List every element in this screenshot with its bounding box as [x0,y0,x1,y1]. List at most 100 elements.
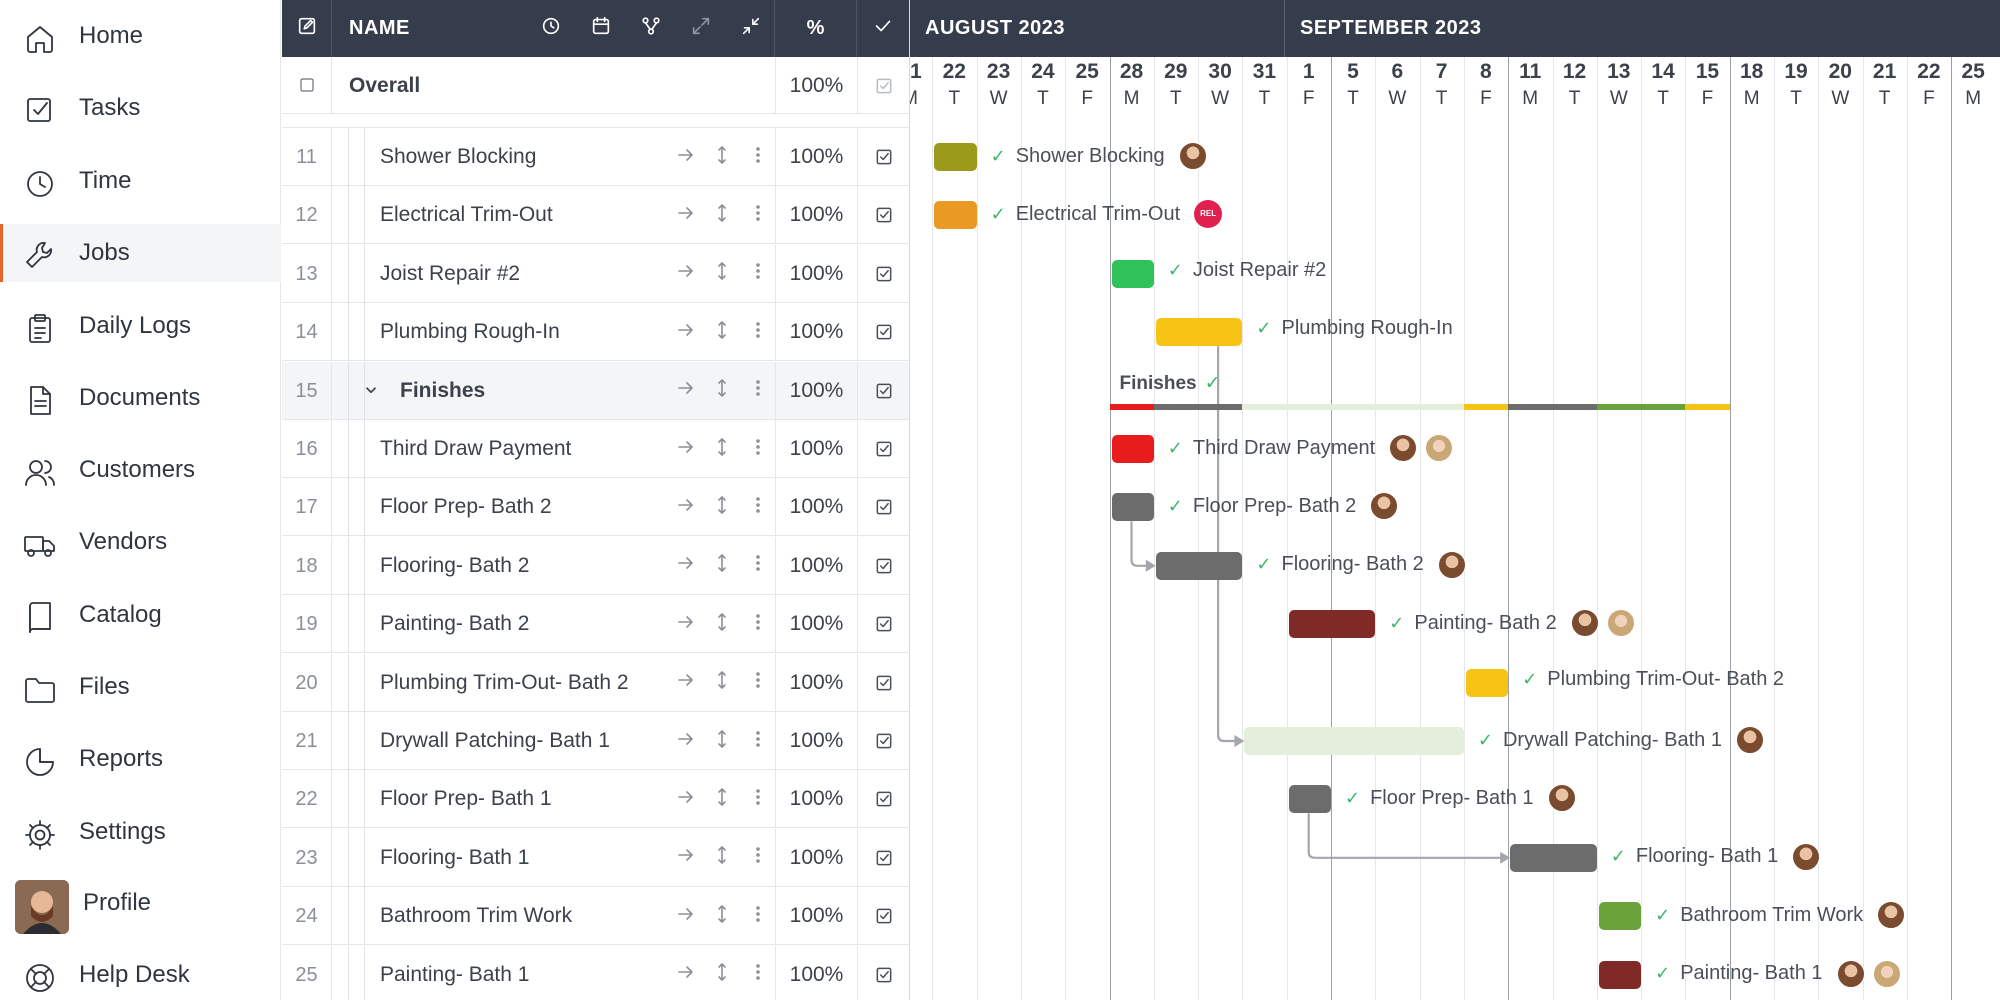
task-row[interactable]: 23 Flooring- Bath 1 100% [282,828,909,887]
drag-handle-icon[interactable] [710,376,734,405]
complete-checkbox[interactable] [857,770,909,829]
more-options-icon[interactable] [746,960,770,989]
edit-icon[interactable] [282,0,332,57]
arrow-right-icon[interactable] [674,493,698,522]
task-name[interactable]: Plumbing Trim-Out- Bath 2 [380,670,629,694]
task-row[interactable]: 16 Third Draw Payment 100% [282,420,909,478]
complete-checkbox[interactable] [857,653,909,712]
drag-handle-icon[interactable] [710,902,734,931]
gantt-bar[interactable] [1288,610,1376,639]
sidebar-item-tasks[interactable]: Tasks [0,79,281,137]
sidebar-item-jobs[interactable]: Jobs [0,224,281,282]
drag-handle-icon[interactable] [710,201,734,230]
complete-checkbox[interactable] [857,712,909,770]
gantt-bar[interactable] [1598,960,1642,989]
task-name[interactable]: Painting- Bath 2 [380,612,530,636]
chevron-down-icon[interactable] [362,381,380,404]
calendar-icon[interactable] [590,15,612,42]
more-options-icon[interactable] [746,843,770,872]
more-options-icon[interactable] [746,259,770,288]
complete-checkbox[interactable] [857,828,909,887]
gantt-bar[interactable] [1598,902,1642,931]
more-options-icon[interactable] [746,551,770,580]
gantt-bar[interactable] [934,143,977,171]
sidebar-item-home[interactable]: Home [0,7,281,65]
complete-checkbox[interactable] [857,536,909,595]
gantt-bar[interactable] [1155,551,1243,580]
sidebar-item-profile[interactable]: Profile [0,874,281,934]
drag-handle-icon[interactable] [710,143,734,172]
task-name[interactable]: Flooring- Bath 1 [380,845,530,869]
task-row[interactable]: 22 Floor Prep- Bath 1 100% [282,770,909,829]
sidebar-item-documents[interactable]: Documents [0,369,281,427]
arrow-right-icon[interactable] [674,668,698,697]
drag-handle-icon[interactable] [710,960,734,989]
gantt-bar[interactable] [1111,493,1154,522]
more-options-icon[interactable] [746,376,770,405]
expand-icon[interactable] [690,15,712,42]
task-name[interactable]: Joist Repair #2 [380,261,521,285]
more-options-icon[interactable] [746,727,770,756]
task-name[interactable]: Third Draw Payment [380,437,572,460]
task-name[interactable]: Finishes [400,378,486,402]
task-row[interactable]: 12 Electrical Trim-Out 100% [282,186,909,245]
drag-handle-icon[interactable] [710,843,734,872]
complete-checkbox[interactable] [857,887,909,946]
arrow-right-icon[interactable] [674,785,698,814]
arrow-right-icon[interactable] [674,435,698,464]
task-row[interactable]: 21 Drywall Patching- Bath 1 100% [282,712,909,770]
sidebar-item-time[interactable]: Time [0,152,281,210]
complete-checkbox[interactable] [857,945,909,1000]
drag-handle-icon[interactable] [710,610,734,639]
task-row[interactable]: 11 Shower Blocking 100% [282,128,909,186]
sidebar-item-files[interactable]: Files [0,658,281,716]
gantt-bar[interactable] [1244,727,1464,755]
more-options-icon[interactable] [746,143,770,172]
task-row[interactable]: 13 Joist Repair #2 100% [282,244,909,303]
gantt-bar[interactable] [1510,843,1597,872]
gantt-bar[interactable] [934,201,977,230]
arrow-right-icon[interactable] [674,201,698,230]
drag-handle-icon[interactable] [710,259,734,288]
task-name[interactable]: Shower Blocking [380,145,537,168]
arrow-right-icon[interactable] [674,259,698,288]
name-column-header[interactable]: NAME [332,0,775,57]
complete-checkbox[interactable] [857,303,909,362]
task-name[interactable]: Electrical Trim-Out [380,203,553,227]
drag-handle-icon[interactable] [710,785,734,814]
arrow-right-icon[interactable] [674,610,698,639]
arrow-right-icon[interactable] [674,843,698,872]
sidebar-item-daily-logs[interactable]: Daily Logs [0,297,281,355]
sidebar-item-reports[interactable]: Reports [0,730,281,788]
dependency-icon[interactable] [640,15,662,42]
task-name[interactable]: Bathroom Trim Work [380,904,573,928]
arrow-right-icon[interactable] [674,318,698,347]
overall-row[interactable]: Overall 100% [282,57,909,114]
complete-checkbox[interactable] [857,595,909,654]
more-options-icon[interactable] [746,785,770,814]
percent-column-header[interactable]: % [775,0,857,57]
drag-handle-icon[interactable] [710,318,734,347]
sidebar-item-customers[interactable]: Customers [0,441,281,499]
sidebar-item-help-desk[interactable]: Help Desk [0,946,281,1000]
gantt-bar[interactable] [1465,668,1509,697]
sidebar-item-settings[interactable]: Settings [0,803,281,861]
collapse-icon[interactable] [740,15,762,42]
task-row[interactable]: 17 Floor Prep- Bath 2 100% [282,478,909,537]
task-row[interactable]: 14 Plumbing Rough-In 100% [282,303,909,362]
drag-handle-icon[interactable] [710,493,734,522]
arrow-right-icon[interactable] [674,143,698,172]
overall-complete-checkbox[interactable] [857,57,909,114]
more-options-icon[interactable] [746,902,770,931]
gantt-bar[interactable] [1155,318,1243,347]
complete-column-header[interactable] [857,0,909,57]
complete-checkbox[interactable] [857,244,909,303]
arrow-right-icon[interactable] [674,727,698,756]
sidebar-item-vendors[interactable]: Vendors [0,513,281,571]
complete-checkbox[interactable] [857,186,909,245]
task-name[interactable]: Floor Prep- Bath 1 [380,787,552,811]
arrow-right-icon[interactable] [674,551,698,580]
task-name[interactable]: Floor Prep- Bath 2 [380,495,552,519]
clock-icon[interactable] [540,15,562,42]
task-row[interactable]: 25 Painting- Bath 1 100% [282,945,909,1000]
